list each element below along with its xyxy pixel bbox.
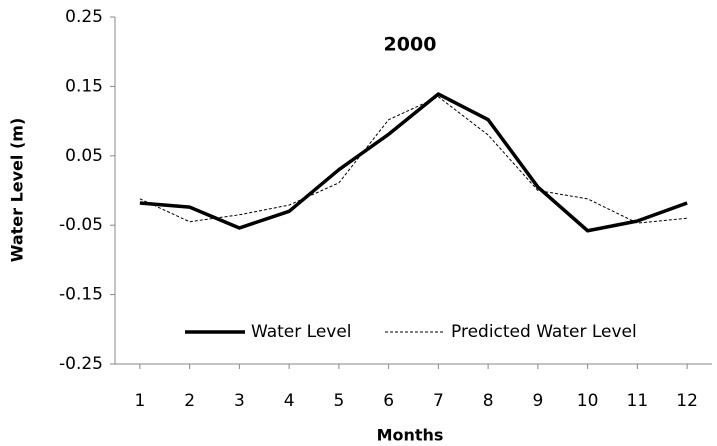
legend-label: Water Level bbox=[251, 322, 352, 342]
y-tick-label: -0.05 bbox=[59, 215, 103, 235]
x-tick-label: 1 bbox=[134, 391, 145, 411]
legend-label: Predicted Water Level bbox=[451, 322, 637, 342]
chart-title: 2000 bbox=[384, 34, 437, 56]
y-axis-label: Water Level (m) bbox=[8, 118, 27, 263]
y-tick-label: 0.15 bbox=[65, 76, 103, 96]
x-tick-label: 6 bbox=[383, 391, 394, 411]
y-tick-label: -0.25 bbox=[59, 354, 103, 374]
y-tick-label: -0.15 bbox=[59, 285, 103, 305]
x-tick-label: 8 bbox=[483, 391, 494, 411]
x-tick-label: 11 bbox=[627, 391, 649, 411]
y-tick-label: 0.25 bbox=[65, 7, 103, 27]
x-tick-label: 5 bbox=[333, 391, 344, 411]
x-tick-label: 7 bbox=[433, 391, 444, 411]
x-tick-label: 4 bbox=[284, 391, 295, 411]
x-tick-label: 9 bbox=[532, 391, 543, 411]
series-line bbox=[139, 92, 688, 233]
x-tick-label: 2 bbox=[184, 391, 195, 411]
y-tick-label: 0.05 bbox=[65, 146, 103, 166]
x-tick-label: 12 bbox=[676, 391, 698, 411]
series-line bbox=[139, 96, 688, 224]
x-tick-label: 10 bbox=[577, 391, 599, 411]
x-tick-label: 3 bbox=[234, 391, 245, 411]
x-axis-label: Months bbox=[377, 426, 444, 445]
